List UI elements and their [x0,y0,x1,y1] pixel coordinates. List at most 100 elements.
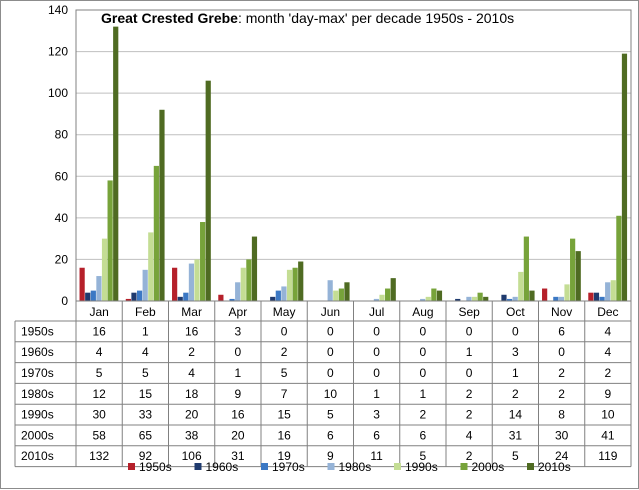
legend-label: 2000s [472,460,505,474]
legend-label: 1950s [139,460,172,474]
bar [425,296,431,301]
table-cell: 9 [605,387,612,401]
table-cell: 0 [420,366,427,380]
bar [251,236,258,301]
bar [107,180,113,301]
bar [436,290,443,301]
table-cell: 2 [605,366,612,380]
bar [148,232,154,301]
table-cell: 5 [512,449,519,463]
table-cell: 0 [512,324,519,338]
table-cell: 10 [324,387,338,401]
table-cell: 31 [231,449,245,463]
table-cell: 5 [420,449,427,463]
table-cell: 92 [139,449,153,463]
bar [593,292,600,301]
table-cell: 30 [555,428,569,442]
table-cell: 0 [327,366,334,380]
table-cell: 1 [420,387,427,401]
table-cell: 4 [605,345,612,359]
table-cell: 19 [277,449,291,463]
x-tick-label: May [273,305,296,319]
bar [605,282,611,301]
bar [599,296,605,301]
x-tick-label: Aug [412,305,433,319]
grid-lines [75,9,632,302]
legend-label: 1980s [339,460,372,474]
bar [142,269,148,301]
table-cell: 3 [373,408,380,422]
bar [240,267,246,301]
table-cell: 12 [92,387,106,401]
legend-swatch [527,463,534,470]
bar [338,288,344,301]
table-cell: 65 [139,428,153,442]
table-cell: 1 [235,366,242,380]
bar [194,259,200,301]
bar [512,296,518,301]
table-cell: 0 [466,366,473,380]
bar [558,296,565,301]
bar [188,263,195,301]
table-cell: 2 [466,449,473,463]
bar [79,267,85,301]
table-row-label: 2000s [21,428,54,442]
y-tick-label: 100 [48,86,68,100]
bar [125,298,131,301]
bars [79,26,628,302]
bar [420,298,426,301]
bar [523,236,529,301]
table-cell: 0 [373,345,380,359]
bar [136,290,143,301]
table-cell: 16 [277,428,291,442]
x-tick-label: Jan [89,305,108,319]
bar [113,26,119,301]
table-cell: 0 [466,324,473,338]
table-cell: 4 [605,324,612,338]
bar [518,271,524,301]
bar [466,296,472,301]
table-cell: 18 [185,387,199,401]
y-tick-label: 60 [55,169,69,183]
bar [153,165,159,301]
y-tick-label: 0 [61,294,68,308]
x-tick-label: Mar [181,305,202,319]
bar [183,292,189,301]
table-cell: 7 [281,387,288,401]
bar [205,80,211,302]
bar [529,290,535,301]
legend-label: 1990s [405,460,438,474]
table-cell: 20 [185,408,199,422]
table-cell: 33 [139,408,153,422]
legend-swatch [394,463,401,470]
bar [575,251,581,301]
x-tick-label: Jun [321,305,340,319]
bar [200,222,206,301]
table-cell: 6 [327,428,334,442]
bar [610,280,616,301]
table-cell: 2 [512,387,519,401]
table-cell: 119 [598,449,617,463]
table-cell: 132 [89,449,109,463]
bar [390,278,396,301]
table-cell: 0 [327,345,334,359]
bar [379,294,385,301]
plot-border [75,9,632,302]
chart-title-bold: Great Crested Grebe [101,10,238,26]
bar [483,296,489,301]
table-cell: 4 [466,428,473,442]
legend-label: 1970s [272,460,305,474]
bar [298,261,304,301]
table-cell: 6 [373,428,380,442]
legend-label: 2010s [538,460,571,474]
table-cell: 5 [142,366,149,380]
y-tick-label: 80 [55,128,69,142]
table-cell: 2 [188,345,195,359]
bar [177,296,183,301]
y-tick-label: 120 [48,45,68,59]
bar [275,290,281,301]
table-cell: 2 [466,408,473,422]
bar [159,109,165,302]
bar [246,259,252,301]
bar [385,288,391,301]
